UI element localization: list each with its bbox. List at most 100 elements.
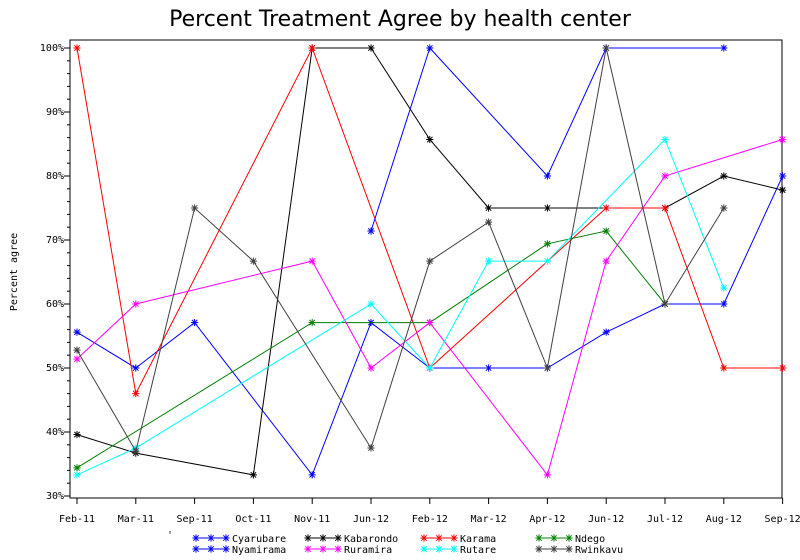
data-point-karama [779,364,787,372]
data-point-cyarubare [720,300,728,308]
legend-swatch-marker [207,534,215,542]
data-point-rwinkavu [426,257,434,265]
legend-item-karama: Karama [420,534,496,545]
data-point-rwinkavu [73,346,81,354]
data-point-ruramira [661,172,669,180]
data-point-rwinkavu [661,300,669,308]
x-tick-label: Oct-11 [235,514,271,525]
legend-label-nyamirama: Nyamirama [232,545,286,556]
x-tick-label: Sep-11 [177,514,213,525]
data-point-ruramira [367,364,375,372]
legend-swatch-marker [192,545,200,553]
legend-swatch-marker [207,545,215,553]
data-point-ndego [602,227,610,235]
data-point-karama [132,390,140,398]
y-tick-label: 80% [46,171,64,182]
y-axis-label: Percent agree [9,233,20,311]
data-point-kabarondo [543,204,551,212]
x-tick-label: Jul-12 [647,514,683,525]
legend-swatch-marker [222,534,230,542]
series-rutare [73,135,728,479]
chart-title: Percent Treatment Agree by health center [169,7,632,32]
data-point-kabarondo [779,186,787,194]
data-point-kabarondo [426,135,434,144]
legend-label-cyarubare: Cyarubare [232,534,286,545]
y-tick-label: 60% [46,299,64,310]
legend-swatch-marker [192,534,200,542]
legend-swatch-marker [304,545,312,553]
x-axis: Feb-11 Mar-11 Sep-11 Oct-11 Nov-11 Jun-12 Feb-… [59,498,800,525]
series-ruramira [73,135,787,479]
data-point-rutare [73,471,81,479]
x-tick-label: Mar-12 [471,514,507,525]
data-point-cyarubare [308,471,316,479]
data-point-cyarubare [779,172,787,180]
data-point-rutare [720,284,728,292]
legend-swatch-marker [450,545,458,553]
series-line-nyamirama [370,47,724,232]
data-point-kabarondo [720,172,728,180]
legend-swatch-marker [222,545,230,553]
data-point-rwinkavu [720,204,728,212]
series-line-rwinkavu [76,47,725,453]
series-rwinkavu [73,44,728,455]
data-point-rwinkavu [543,364,551,372]
x-tick-label: Nov-11 [294,514,330,525]
data-point-karama [602,204,610,212]
data-point-rwinkavu [602,44,610,52]
x-tick-label: Feb-11 [59,514,95,525]
series-line-ruramira [76,139,783,476]
series-line-ndego [76,230,666,469]
legend-item-rutare: Rutare [420,545,496,556]
series-karama [73,44,787,398]
legend-swatch-marker [334,534,342,542]
series-line-karama [76,46,783,396]
legend-item-rwinkavu: Rwinkavu [535,545,623,556]
y-tick-label: 100% [40,43,64,54]
legend-swatch-marker [535,534,543,542]
legend-label-karama: Karama [460,534,496,545]
series-kabarondo [73,44,787,479]
legend-item-ndego: Ndego [535,534,605,545]
data-point-karama [720,364,728,372]
data-point-karama [661,204,669,212]
legend-item-cyarubare: Cyarubare [192,534,286,545]
data-point-ruramira [426,318,434,327]
legend-swatch-marker [319,534,327,542]
x-tick-label: Apr-12 [529,514,565,525]
legend-swatch-marker [535,545,543,553]
data-point-rwinkavu [485,218,493,226]
data-point-ndego [73,464,81,472]
data-point-cyarubare [73,328,81,336]
legend-swatch-marker [420,534,428,542]
data-point-nyamirama [543,172,551,180]
legend-item-ruramira: Ruramira [304,545,392,556]
data-point-rwinkavu [132,447,140,455]
data-point-kabarondo [249,471,257,479]
data-point-karama [308,44,316,52]
plot-frame [69,39,783,499]
data-point-nyamirama [426,44,434,52]
legend-swatch-marker [420,545,428,553]
data-point-kabarondo [73,430,81,439]
data-point-ruramira [308,257,316,265]
data-point-nyamirama [720,44,728,52]
legend-label-kabarondo: Kabarondo [344,534,398,545]
data-point-kabarondo [485,204,493,212]
y-tick-label: 90% [46,107,64,118]
series-line-cyarubare [76,175,784,476]
legend: ' Cyarubare Kabarondo Karama Ndego Nyamirama R… [167,530,623,556]
legend-swatch-marker [565,545,573,553]
y-tick-label: 70% [46,235,64,246]
legend-label-rutare: Rutare [460,545,496,556]
legend-label-rwinkavu: Rwinkavu [575,545,623,556]
data-point-rwinkavu [367,444,375,452]
x-tick-label: Sep-12 [765,514,800,525]
data-point-cyarubare [132,364,140,372]
series-ndego [73,227,669,472]
data-point-rutare [367,300,375,308]
data-point-rwinkavu [191,204,199,212]
legend-swatch-marker [435,545,443,553]
data-point-cyarubare [485,364,493,372]
